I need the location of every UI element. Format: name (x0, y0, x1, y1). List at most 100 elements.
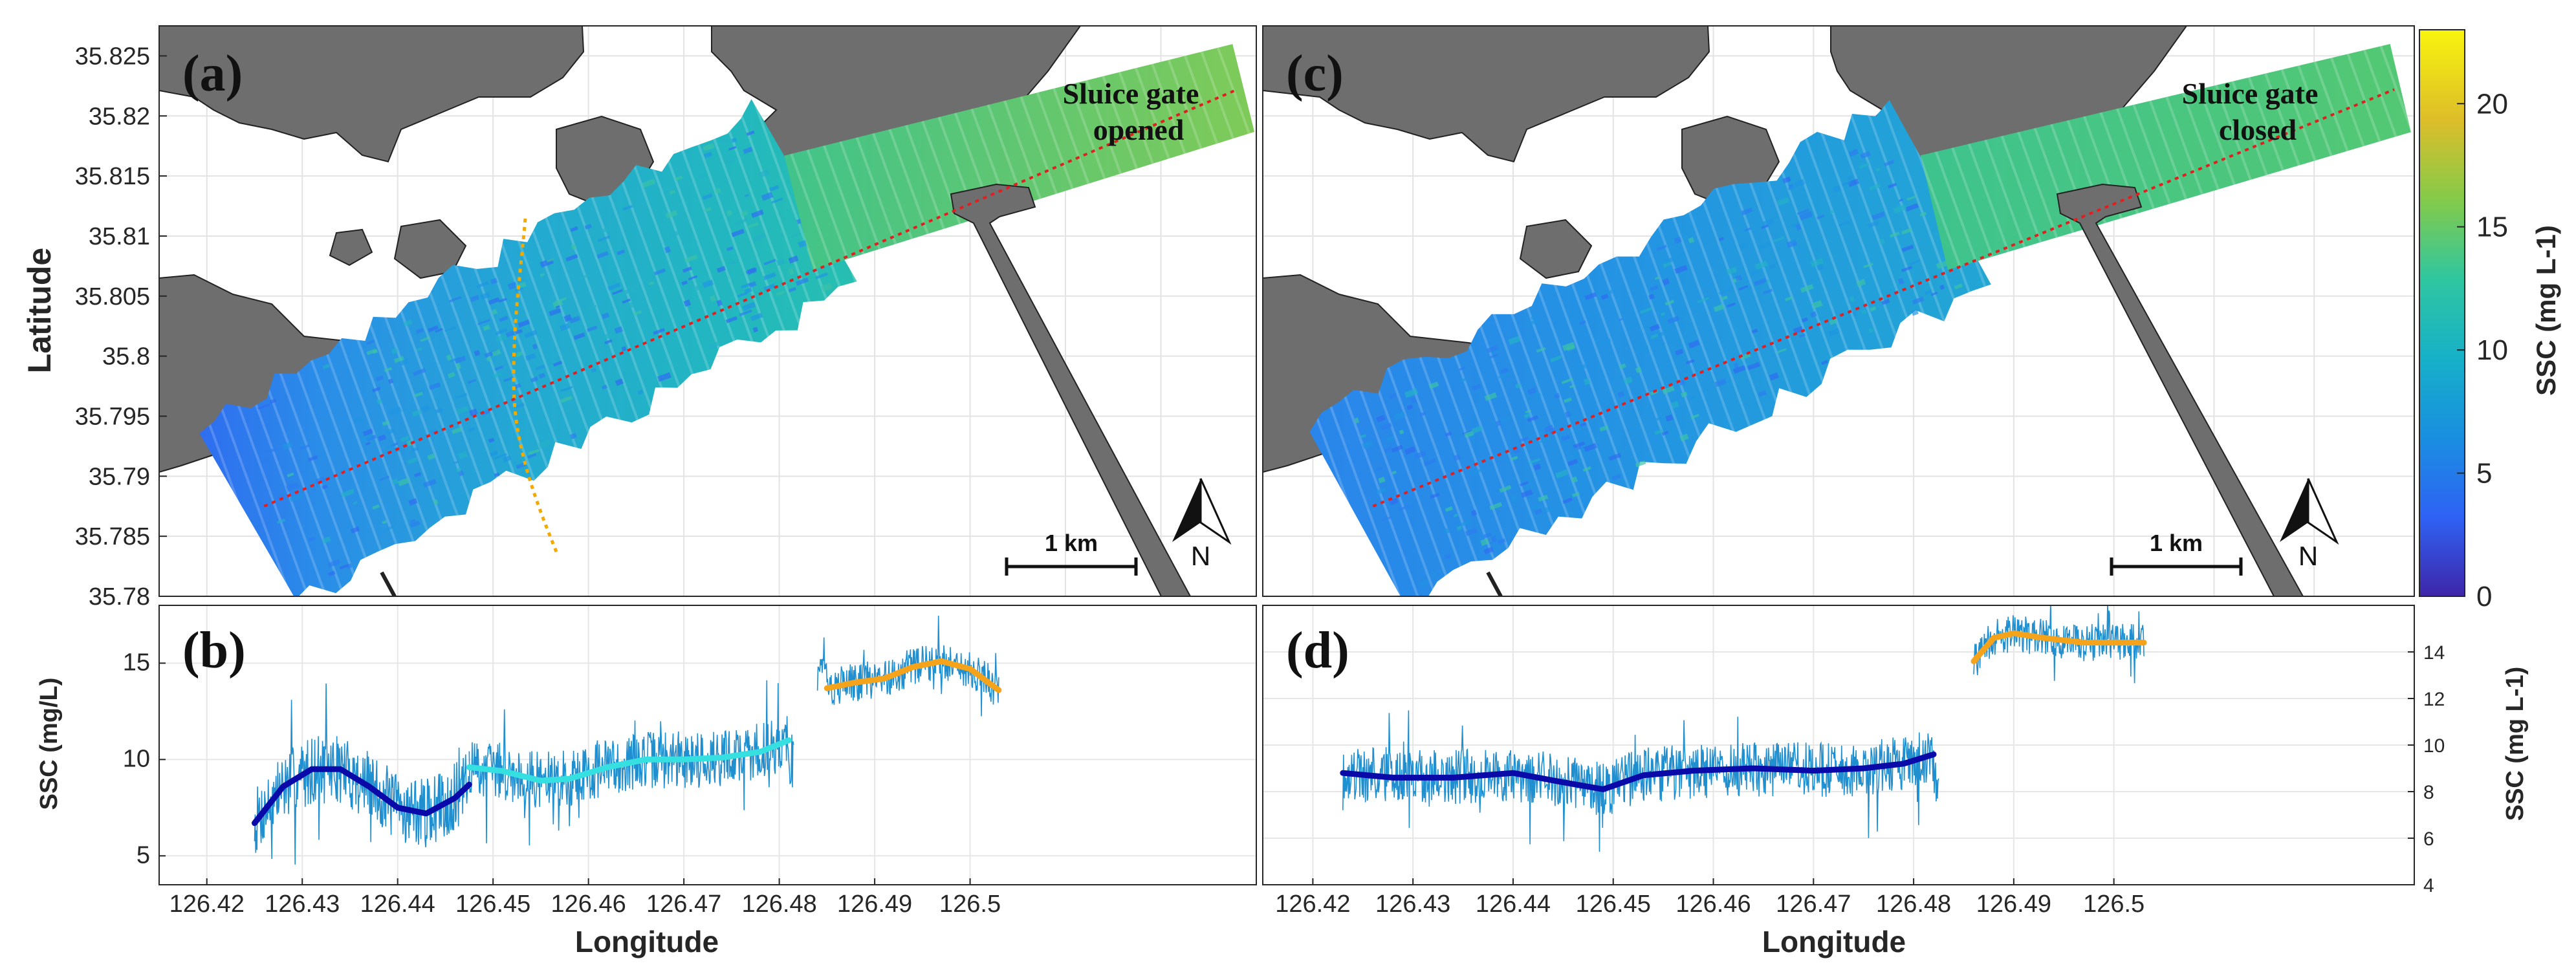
ssc-speckle (1386, 436, 1395, 442)
ssc-speckle (1573, 441, 1586, 449)
ssc-speckle (1354, 417, 1360, 424)
ssc-speckle (796, 277, 809, 286)
ssc-speckle (1659, 341, 1666, 346)
ssc-speckle (601, 384, 607, 390)
ssc-speckle (1743, 285, 1752, 291)
ssc-speckle (470, 294, 479, 302)
ssc-speckle (490, 277, 498, 285)
ssc-speckle (514, 329, 523, 335)
ssc-speckle (1531, 315, 1538, 320)
ssc-speckle (386, 427, 395, 435)
x-tick-label: 126.42 (1275, 891, 1350, 918)
ssc-speckle (1484, 392, 1498, 401)
ssc-speckle (741, 210, 748, 217)
ssc-speckle (695, 284, 703, 291)
ssc-speckle (1555, 469, 1569, 479)
ssc-speckle (454, 356, 466, 364)
ssc-speckle (289, 493, 303, 502)
scale-bar-c-label: 1 km (2150, 530, 2203, 556)
ssc-speckle (734, 218, 748, 226)
ssc-speckle (751, 210, 764, 219)
ssc-speckle (488, 297, 500, 305)
ssc-speckle (571, 243, 577, 250)
ssc-speckle (428, 325, 439, 332)
ssc-speckle (653, 268, 666, 276)
ssc-speckle (1688, 237, 1695, 244)
ssc-speckle (382, 420, 390, 426)
ssc-speckle (481, 409, 490, 416)
colorbar-tick-label: 10 (2476, 334, 2508, 366)
ssc-speckle (1656, 244, 1667, 251)
ssc-speckle (388, 406, 402, 417)
y-tick-label: 4 (2423, 875, 2434, 896)
y-tick-label: 6 (2423, 828, 2434, 850)
ssc-speckle (716, 299, 723, 307)
ssc-speckle (1463, 430, 1474, 438)
ssc-speckle (525, 352, 536, 361)
ssc-speckle (1520, 481, 1529, 487)
ssc-speckle (1508, 336, 1521, 345)
ssc-speckle (761, 191, 774, 201)
ssc-speckle (747, 222, 759, 229)
ssc-speckle (555, 305, 560, 308)
ssc-speckle (400, 435, 409, 442)
ssc-speckle (421, 404, 430, 413)
ssc-speckle (1901, 228, 1912, 235)
ssc-speckle (1571, 449, 1580, 458)
raw-ssc-series (1342, 710, 1939, 852)
ssc-speckle (1681, 369, 1688, 374)
ssc-speckle (1443, 528, 1450, 534)
ssc-speckle (1721, 295, 1728, 301)
ssc-speckle (516, 462, 526, 470)
ssc-speckle (597, 235, 611, 243)
north-arrow-c: N (2280, 478, 2339, 571)
ssc-speckle (1879, 238, 1886, 245)
ssc-speckle (1884, 160, 1895, 167)
ssc-speckle (366, 349, 377, 355)
ssc-speckle (378, 434, 387, 442)
ssc-speckle (1870, 306, 1877, 312)
x-tick-label: 126.43 (265, 891, 340, 918)
gate-annotation-c-line1: Sluice gate (2182, 77, 2319, 110)
ssc-speckle (1469, 468, 1483, 476)
smoothed-ssc-series (466, 737, 792, 784)
ssc-speckle (1862, 263, 1873, 268)
ssc-speckle (1544, 424, 1555, 433)
ssc-speckle (516, 402, 525, 409)
ssc-speckle (675, 175, 683, 181)
ssc-speckle (413, 471, 422, 478)
ssc-speckle (1498, 372, 1511, 379)
ssc-speckle (1399, 504, 1410, 512)
ssc-speckle (1875, 168, 1881, 172)
ssc-speckle (1376, 415, 1386, 423)
ssc-speckle (1611, 473, 1621, 481)
x-tick-label: 126.48 (741, 891, 816, 918)
ssc-speckle (792, 232, 801, 238)
ssc-speckle (269, 398, 277, 404)
smoothed-ssc-series (1340, 751, 1937, 792)
ssc-speckle (750, 312, 763, 321)
ssc-speckle (398, 358, 409, 367)
ssc-speckle (1454, 514, 1459, 517)
ssc-speckle (1600, 293, 1609, 300)
ssc-speckle (1662, 278, 1670, 286)
ssc-speckle (1381, 515, 1393, 522)
ssc-speckle (1639, 307, 1652, 314)
ssc-speckle (716, 266, 726, 273)
ssc-speckle (1776, 348, 1787, 354)
ssc-speckle (1741, 207, 1753, 215)
ssc-speckle (413, 368, 426, 376)
ssc-speckle (498, 298, 507, 303)
ssc-speckle (1650, 333, 1659, 340)
ssc-speckle (1389, 497, 1399, 506)
ssc-speckle (384, 367, 393, 373)
ssc-speckle (1472, 425, 1483, 434)
ssc-speckle (1538, 494, 1549, 502)
ssc-speckle (1714, 378, 1727, 387)
ssc-speckle (1919, 211, 1927, 217)
ssc-speckle (1584, 292, 1597, 301)
ssc-speckle (644, 231, 650, 237)
ssc-speckle (1619, 363, 1626, 369)
ssc-speckle (1848, 149, 1859, 157)
ssc-speckle (637, 346, 644, 352)
